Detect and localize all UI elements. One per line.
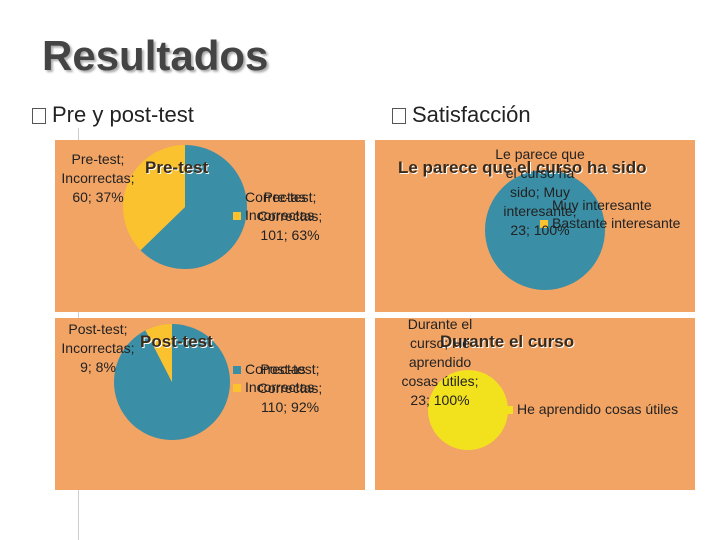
legend-swatch xyxy=(540,220,548,229)
data-label: Pre-test; Correctas; 101; 63% xyxy=(257,189,323,243)
pie-slice xyxy=(140,145,247,269)
legend-label: Muy interesante xyxy=(552,197,652,213)
legend-label: Incorrectas xyxy=(245,379,315,396)
legend-label: Correctas xyxy=(245,361,306,377)
pie-slice xyxy=(428,370,508,450)
legend-entry: He aprendido cosas útiles xyxy=(505,400,678,418)
legend: Muy interesante Bastante interesante xyxy=(540,196,680,232)
legend: He aprendido cosas útiles xyxy=(505,400,678,418)
pie-slice xyxy=(122,145,185,251)
legend-swatch xyxy=(233,366,241,374)
legend-label: Correctas xyxy=(245,189,306,205)
legend-swatch xyxy=(233,212,241,221)
section-heading: Satisfacción xyxy=(412,102,531,127)
data-label: Le parece que el curso ha sido; Muy inte… xyxy=(495,146,585,238)
legend: Correctas Incorrectas xyxy=(233,188,314,224)
legend-entry: Correctas xyxy=(233,188,314,206)
pie-slice xyxy=(485,170,605,290)
legend-entry: Incorrectas xyxy=(233,378,314,396)
pie-slice xyxy=(114,324,231,441)
legend-entry: Correctas xyxy=(233,360,314,378)
legend-swatch xyxy=(233,384,241,393)
chart-title: Le parece que el curso ha sido xyxy=(398,158,647,177)
data-label: Post-test; Incorrectas; 9; 8% xyxy=(61,321,135,375)
chart-title: Durante el curso xyxy=(440,332,575,351)
legend-label: He aprendido cosas útiles xyxy=(517,401,679,417)
chart-panel xyxy=(375,318,695,490)
legend-entry: Bastante interesante xyxy=(540,214,680,232)
section-marker xyxy=(392,108,406,124)
chart-title: Pre-test xyxy=(145,158,209,177)
legend-entry: Muy interesante xyxy=(540,196,680,214)
data-label: Durante el curso; He aprendido cosas úti… xyxy=(401,316,479,408)
data-label: Post-test; Correctas; 110; 92% xyxy=(257,361,323,415)
legend-swatch xyxy=(505,406,513,414)
chart-title: Post-test xyxy=(140,332,213,351)
section-marker xyxy=(32,108,46,124)
legend: Correctas Incorrectas xyxy=(233,360,314,396)
legend-label: Incorrectas xyxy=(245,207,315,224)
legend-swatch xyxy=(540,202,548,210)
legend-swatch xyxy=(233,194,241,202)
pie-slice xyxy=(145,324,172,382)
data-label: Pre-test; Incorrectas; 60; 37% xyxy=(61,151,135,205)
section-heading: Pre y post-test xyxy=(52,102,194,127)
legend-entry: Incorrectas xyxy=(233,206,314,224)
slide-title: Resultados xyxy=(42,32,269,79)
legend-label: Bastante interesante xyxy=(552,215,681,232)
